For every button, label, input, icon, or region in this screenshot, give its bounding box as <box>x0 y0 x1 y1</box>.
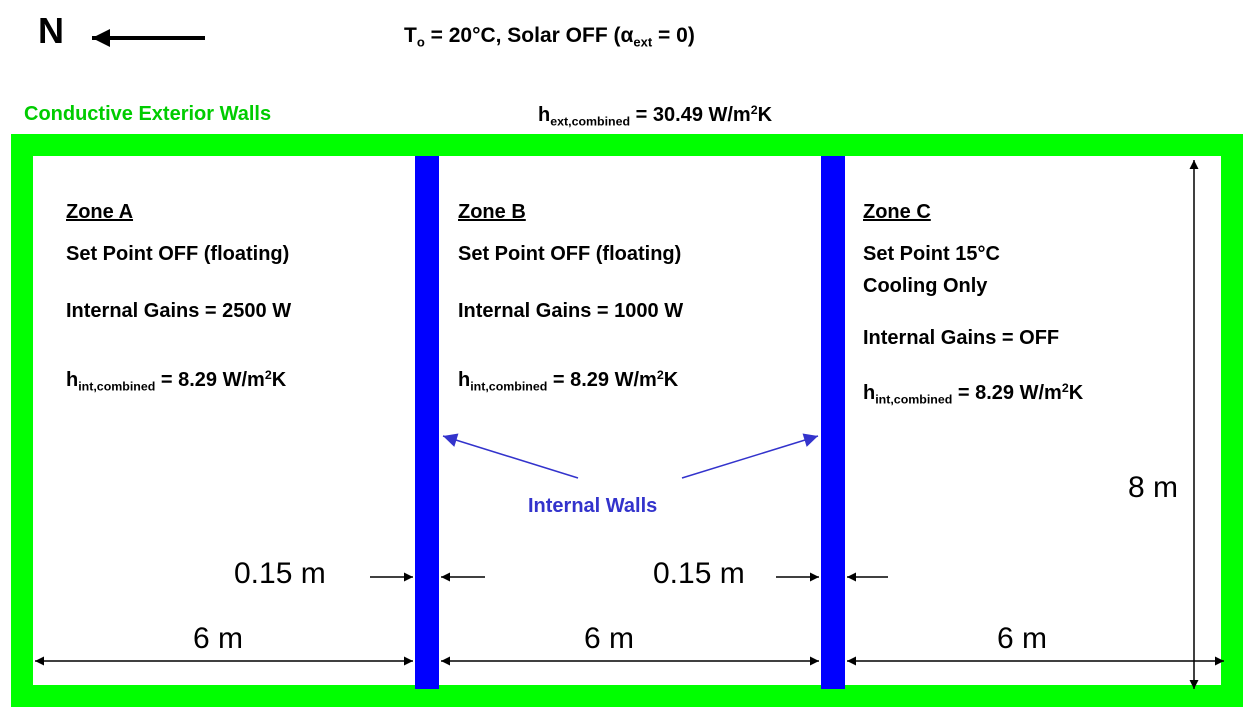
internal-wall-pointer-right <box>681 433 819 479</box>
zone-c-title: Zone C <box>863 201 931 223</box>
internal-wall-ab <box>415 156 439 689</box>
zone-c-setpoint: Set Point 15°C <box>863 243 1000 265</box>
zone-b-setpoint: Set Point OFF (floating) <box>458 243 682 265</box>
width-label-c: 6 m <box>997 622 1048 655</box>
zone-b-title: Zone B <box>458 201 526 223</box>
width-label-a: 6 m <box>193 622 244 655</box>
zone-a-setpoint: Set Point OFF (floating) <box>66 243 290 265</box>
zone-a-gains: Internal Gains = 2500 W <box>66 300 292 322</box>
zone-b-gains: Internal Gains = 1000 W <box>458 300 684 322</box>
width-label-b: 6 m <box>584 622 635 655</box>
zone-c-gains: Internal Gains = OFF <box>863 327 1060 349</box>
internal-wall-bc <box>821 156 845 689</box>
h-ext-label: hext,combined = 30.49 W/m2K <box>538 103 773 129</box>
zone-c-h-int: hint,combined = 8.29 W/m2K <box>863 381 1084 407</box>
north-label: N <box>38 10 64 51</box>
exterior-wall <box>11 134 1243 707</box>
conditions-heading: To = 20°C, Solar OFF (αext = 0) <box>404 24 695 50</box>
internal-walls-label: Internal Walls <box>528 495 658 517</box>
zone-a-title: Zone A <box>66 201 134 223</box>
wall-thickness-label-1: 0.15 m <box>234 557 326 590</box>
zone-a-h-int: hint,combined = 8.29 W/m2K <box>66 368 287 394</box>
zone-b-h-int: hint,combined = 8.29 W/m2K <box>458 368 679 394</box>
height-label: 8 m <box>1128 471 1179 505</box>
exterior-walls-label: Conductive Exterior Walls <box>24 103 272 125</box>
internal-wall-pointer-left <box>442 433 579 479</box>
wall-thickness-label-2: 0.15 m <box>653 557 745 590</box>
zone-c-setpoint-line2: Cooling Only <box>863 275 988 297</box>
